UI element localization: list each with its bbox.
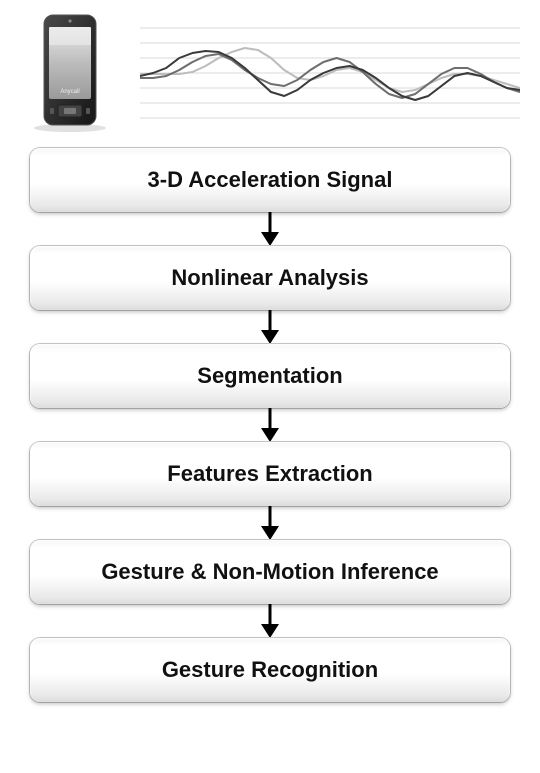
flowchart-arrow: [257, 604, 283, 638]
flowchart-step: Gesture Recognition: [30, 638, 510, 702]
step-label: Nonlinear Analysis: [171, 265, 368, 291]
flowchart-step: Features Extraction: [30, 442, 510, 506]
step-label: Features Extraction: [167, 461, 372, 487]
signal-waveform: [140, 18, 520, 128]
step-label: Gesture Recognition: [162, 657, 378, 683]
diagram-root: Anycall 3-D Acceleration Signal Nonlinear…: [0, 0, 540, 702]
step-label: Segmentation: [197, 363, 342, 389]
flowchart-arrow: [257, 506, 283, 540]
flowchart-step: 3-D Acceleration Signal: [30, 148, 510, 212]
flowchart-arrow: [257, 408, 283, 442]
top-illustration-row: Anycall: [0, 8, 540, 138]
flowchart-step: Nonlinear Analysis: [30, 246, 510, 310]
flowchart-step: Segmentation: [30, 344, 510, 408]
flowchart-arrow: [257, 212, 283, 246]
phone-icon: Anycall: [20, 13, 120, 133]
step-label: Gesture & Non-Motion Inference: [101, 559, 438, 585]
svg-text:Anycall: Anycall: [60, 89, 79, 95]
flowchart-arrow: [257, 310, 283, 344]
flowchart-steps: 3-D Acceleration Signal Nonlinear Analysi…: [20, 148, 520, 702]
flowchart-step: Gesture & Non-Motion Inference: [30, 540, 510, 604]
step-label: 3-D Acceleration Signal: [148, 167, 393, 193]
